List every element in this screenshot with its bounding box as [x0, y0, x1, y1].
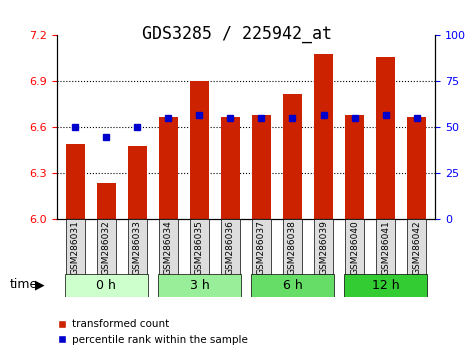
FancyBboxPatch shape: [190, 219, 209, 276]
FancyBboxPatch shape: [66, 219, 85, 276]
FancyBboxPatch shape: [252, 219, 271, 276]
Text: GSM286032: GSM286032: [102, 221, 111, 275]
Text: GSM286038: GSM286038: [288, 220, 297, 275]
Text: 6 h: 6 h: [282, 279, 302, 292]
FancyBboxPatch shape: [376, 219, 395, 276]
Bar: [376, 57, 395, 219]
Text: GSM286041: GSM286041: [381, 221, 390, 275]
Text: GSM286035: GSM286035: [195, 220, 204, 275]
Bar: [252, 115, 271, 219]
FancyBboxPatch shape: [283, 219, 302, 276]
FancyBboxPatch shape: [64, 274, 148, 297]
Text: ▶: ▶: [35, 279, 45, 291]
FancyBboxPatch shape: [345, 219, 364, 276]
Text: 0 h: 0 h: [96, 279, 116, 292]
Text: GSM286031: GSM286031: [71, 220, 80, 275]
Bar: [221, 117, 240, 219]
Text: GSM286040: GSM286040: [350, 221, 359, 275]
FancyBboxPatch shape: [251, 274, 334, 297]
Text: time: time: [9, 279, 38, 291]
Text: GSM286042: GSM286042: [412, 221, 421, 275]
Text: GSM286036: GSM286036: [226, 220, 235, 275]
Text: GSM286034: GSM286034: [164, 221, 173, 275]
Text: GSM286033: GSM286033: [133, 220, 142, 275]
Bar: [128, 146, 147, 219]
Text: GSM286039: GSM286039: [319, 220, 328, 275]
FancyBboxPatch shape: [97, 219, 116, 276]
Bar: [407, 117, 426, 219]
Text: 3 h: 3 h: [190, 279, 210, 292]
Bar: [159, 117, 178, 219]
Bar: [283, 94, 302, 219]
Bar: [314, 54, 333, 219]
Legend: transformed count, percentile rank within the sample: transformed count, percentile rank withi…: [53, 315, 252, 349]
FancyBboxPatch shape: [159, 219, 178, 276]
FancyBboxPatch shape: [128, 219, 147, 276]
Text: GSM286037: GSM286037: [257, 220, 266, 275]
FancyBboxPatch shape: [158, 274, 241, 297]
FancyBboxPatch shape: [344, 274, 428, 297]
Text: 12 h: 12 h: [372, 279, 399, 292]
Bar: [345, 115, 364, 219]
Bar: [190, 81, 209, 219]
FancyBboxPatch shape: [314, 219, 333, 276]
FancyBboxPatch shape: [407, 219, 426, 276]
Bar: [97, 183, 116, 219]
FancyBboxPatch shape: [221, 219, 240, 276]
Bar: [66, 144, 85, 219]
Text: GDS3285 / 225942_at: GDS3285 / 225942_at: [141, 25, 332, 43]
